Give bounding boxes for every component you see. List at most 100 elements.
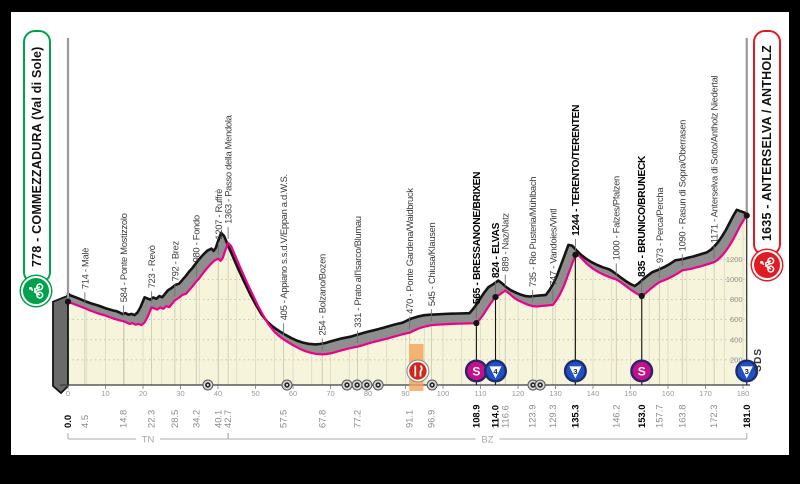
town-label: 254 - Bolzano/Bozen xyxy=(317,254,328,335)
finish-cyclist-icon xyxy=(752,250,782,280)
profile-ridge-line xyxy=(66,208,748,346)
finish-banner: 1635 - ANTERSELVA / ANTHOLZ xyxy=(753,30,781,256)
town-label: 545 - Chiusa/Klausen xyxy=(426,222,437,306)
scale-tick-label: 30 xyxy=(176,389,184,398)
km-label: 163.8 xyxy=(676,405,687,428)
start-cyclist-icon xyxy=(21,276,51,306)
profile-point-dot xyxy=(572,251,579,258)
km-label: 34.2 xyxy=(190,410,201,428)
town-label: 747 - Vandoies/Vintl xyxy=(547,209,558,286)
town-label: 584 - Ponte Mostizzolo xyxy=(118,213,129,302)
tunnel-icon xyxy=(351,379,363,391)
svg-text:S: S xyxy=(472,365,480,379)
km-label: 96.9 xyxy=(425,410,436,428)
svg-text:3: 3 xyxy=(745,367,749,376)
sprint-icon: S xyxy=(464,359,488,383)
town-label: 980 - Fondo xyxy=(191,215,202,262)
scale-tick-label: 120 xyxy=(512,389,525,398)
km-label: 67.8 xyxy=(316,410,327,428)
km-label: 91.1 xyxy=(404,410,415,428)
province-label: BZ xyxy=(481,435,493,446)
tunnel-icon xyxy=(202,379,214,391)
profile-point-dot xyxy=(473,320,480,327)
svg-text:3: 3 xyxy=(573,367,577,376)
scale-tick-label: 0 xyxy=(66,389,70,398)
km-label: 114.0 xyxy=(490,405,501,428)
km-label: 40.1 xyxy=(212,410,223,428)
scale-tick-label: 170 xyxy=(699,389,712,398)
start-3d-slab xyxy=(52,294,69,395)
km-label: 77.2 xyxy=(352,410,363,428)
climb-category-icon: 3 xyxy=(563,359,587,383)
km-label: 108.9 xyxy=(470,405,481,428)
elevation-tick-label: 400 xyxy=(730,335,743,344)
town-label: 824 - ELVAS xyxy=(491,222,502,278)
scale-tick-label: 70 xyxy=(326,389,334,398)
tunnel-icon xyxy=(281,379,293,391)
km-label: 42.7 xyxy=(222,410,233,428)
town-label: 565 - BRESSANONE/BRIXEN xyxy=(472,172,483,304)
tunnel-icon xyxy=(372,379,384,391)
scale-tick-label: 140 xyxy=(587,389,600,398)
profile-point-dot xyxy=(638,292,645,300)
elevation-tick-label: 1000 xyxy=(726,275,743,284)
km-label: 14.8 xyxy=(118,410,129,428)
scale-tick-label: 60 xyxy=(289,389,297,398)
km-label: 129.3 xyxy=(547,405,558,428)
town-label: 1090 - Rasun di Sopra/Oberrasen xyxy=(677,120,688,251)
profile-point-dot xyxy=(743,212,750,219)
scale-tick-label: 10 xyxy=(101,389,109,398)
elevation-tick-label: 800 xyxy=(730,295,743,304)
town-label: 470 - Ponte Gardena/Waidbruck xyxy=(404,188,415,314)
town-label: 792 - Brez xyxy=(169,240,180,281)
km-label: 116.6 xyxy=(499,405,510,428)
tunnel-icon xyxy=(341,379,353,391)
scale-tick-label: 180 xyxy=(737,389,750,398)
km-label: 123.9 xyxy=(527,405,538,428)
tunnel-icon xyxy=(426,379,438,391)
town-label: 405 - Appiano s.s.d.V/Eppan a.d.W.S. xyxy=(278,174,289,320)
svg-text:4: 4 xyxy=(493,367,498,376)
svg-text:S: S xyxy=(638,365,646,379)
scale-tick-label: 100 xyxy=(437,389,450,398)
tunnel-icon xyxy=(361,379,373,391)
km-label: 172.3 xyxy=(708,405,719,428)
town-label: 331 - Prato all'Isarco/Blumau xyxy=(352,216,363,327)
tunnel-icon xyxy=(534,379,546,391)
finish-label: 1635 - ANTERSELVA / ANTHOLZ xyxy=(760,45,774,241)
elevation-tick-label: 600 xyxy=(730,315,743,324)
km-label: 146.2 xyxy=(610,405,621,428)
km-label: 22.3 xyxy=(146,410,157,428)
profile-3d-band xyxy=(68,209,747,355)
km-label: 57.5 xyxy=(278,410,289,428)
start-banner: 778 - COMMEZZADURA (Val di Sole) xyxy=(23,30,51,284)
elevation-area xyxy=(68,215,747,385)
town-label: 1171 - Anterselva di Sotto/Antholz Niede… xyxy=(709,76,720,244)
town-label: 1000 - Falzes/Pfalzen xyxy=(611,176,622,260)
scale-tick-label: 20 xyxy=(139,389,147,398)
town-label: 1363 - Passo della Mendola xyxy=(223,114,234,224)
km-label: 0.0 xyxy=(62,415,73,428)
scale-tick-label: 80 xyxy=(364,389,372,398)
scale-tick-label: 160 xyxy=(662,389,675,398)
town-label: 735 - Rio Pusteria/Mühlbach xyxy=(527,177,538,287)
start-label: 778 - COMMEZZADURA (Val di Sole) xyxy=(30,46,44,268)
town-label: 1207 - Ruffrè xyxy=(213,189,224,240)
km-label: 28.5 xyxy=(169,410,180,428)
province-bracket: TN xyxy=(67,433,229,446)
sprint-icon: S xyxy=(630,359,654,383)
town-label: 889 - Naz/Natz xyxy=(500,213,511,272)
town-label: 835 - BRUNICO/BRUNECK xyxy=(637,155,648,277)
sds-logo: SDS xyxy=(753,348,764,372)
scale-tick-label: 110 xyxy=(475,389,487,398)
province-label: TN xyxy=(142,435,155,446)
scale-tick-label: 150 xyxy=(624,389,637,398)
profile-point-dot xyxy=(64,298,72,305)
profile-point-dot xyxy=(492,294,499,301)
town-label: 1244 - TERENTO/TERENTEN xyxy=(571,105,582,236)
climb-category-icon: 3 xyxy=(735,359,759,383)
climb-category-icon: 4 xyxy=(484,359,508,383)
km-label: 153.0 xyxy=(636,405,647,428)
